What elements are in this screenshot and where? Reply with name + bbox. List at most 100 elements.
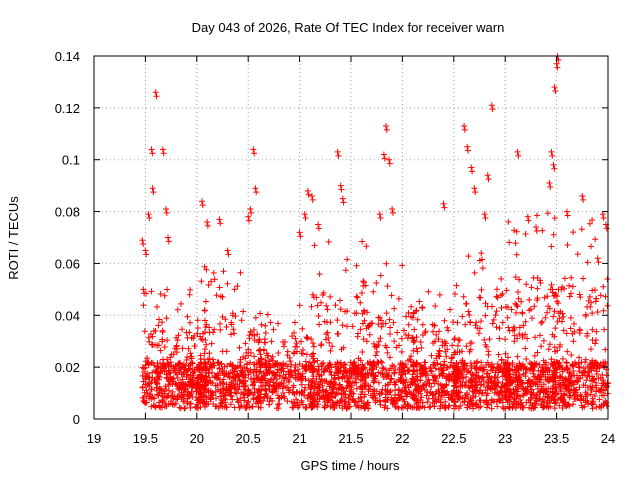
- data-point: [310, 350, 317, 357]
- data-point: [543, 365, 550, 372]
- data-point: [145, 211, 152, 218]
- data-point: [448, 355, 455, 362]
- data-point: [597, 292, 604, 299]
- data-point: [353, 293, 360, 300]
- data-point: [154, 387, 161, 394]
- data-point: [310, 343, 317, 350]
- data-point: [453, 373, 460, 380]
- data-point: [334, 399, 341, 406]
- data-point: [520, 404, 527, 411]
- data-point: [217, 326, 224, 333]
- data-point: [583, 377, 590, 384]
- data-point: [544, 402, 551, 409]
- data-point: [206, 355, 213, 362]
- data-point: [378, 390, 385, 397]
- data-point: [473, 382, 480, 389]
- data-point: [159, 338, 166, 345]
- data-point: [164, 337, 171, 344]
- data-point: [143, 251, 150, 258]
- data-point: [344, 256, 351, 263]
- data-point: [483, 370, 490, 377]
- data-point: [216, 365, 223, 372]
- x-tick-label: 19: [87, 431, 101, 446]
- data-point: [142, 247, 149, 254]
- data-point: [362, 382, 369, 389]
- data-point: [411, 326, 418, 333]
- data-point: [244, 360, 251, 367]
- data-point: [375, 321, 382, 328]
- data-point: [180, 398, 187, 405]
- data-point: [341, 360, 348, 367]
- data-point: [346, 380, 353, 387]
- data-point: [286, 387, 293, 394]
- data-point: [166, 370, 173, 377]
- data-point: [462, 395, 469, 402]
- data-point: [230, 326, 237, 333]
- data-point: [490, 316, 497, 323]
- data-point: [435, 386, 442, 393]
- data-point: [263, 360, 270, 367]
- data-point: [231, 384, 238, 391]
- data-point: [498, 356, 505, 363]
- data-point: [569, 362, 576, 369]
- data-point: [559, 397, 566, 404]
- data-point: [496, 325, 503, 332]
- data-point: [435, 397, 442, 404]
- data-point: [435, 366, 442, 373]
- data-point: [505, 324, 512, 331]
- data-point: [498, 275, 505, 282]
- data-point: [364, 370, 371, 377]
- data-point: [326, 339, 333, 346]
- data-point: [603, 372, 610, 379]
- data-point: [157, 347, 164, 354]
- data-point: [376, 390, 383, 397]
- data-point: [251, 378, 258, 385]
- data-point: [528, 284, 535, 291]
- data-point: [148, 341, 155, 348]
- data-point: [454, 319, 461, 326]
- data-point: [398, 371, 405, 378]
- data-point: [576, 368, 583, 375]
- data-point: [471, 269, 478, 276]
- data-point: [379, 386, 386, 393]
- data-point: [601, 326, 608, 333]
- data-point: [469, 168, 476, 175]
- data-point: [514, 335, 521, 342]
- data-point: [194, 317, 201, 324]
- data-point: [425, 288, 432, 295]
- data-point: [251, 337, 258, 344]
- data-point: [275, 350, 282, 357]
- data-point: [151, 395, 158, 402]
- data-point: [237, 367, 244, 374]
- data-point: [482, 312, 489, 319]
- data-point: [451, 290, 458, 297]
- data-point: [197, 352, 204, 359]
- data-point: [266, 401, 273, 408]
- data-point: [405, 332, 412, 339]
- data-point: [337, 182, 344, 189]
- data-point: [384, 388, 391, 395]
- data-point: [540, 337, 547, 344]
- data-point: [251, 150, 258, 157]
- data-point: [479, 373, 486, 380]
- data-point: [360, 279, 367, 286]
- data-point: [262, 322, 269, 329]
- data-point: [186, 393, 193, 400]
- data-point: [169, 381, 176, 388]
- data-point: [354, 402, 361, 409]
- data-point: [489, 106, 496, 113]
- data-point: [199, 337, 206, 344]
- data-point: [551, 400, 558, 407]
- data-point: [308, 303, 315, 310]
- data-point: [483, 397, 490, 404]
- data-point: [493, 286, 500, 293]
- data-point: [449, 342, 456, 349]
- data-point: [144, 355, 151, 362]
- data-point: [450, 387, 457, 394]
- data-point: [316, 373, 323, 380]
- data-point: [201, 403, 208, 410]
- data-point: [197, 382, 204, 389]
- data-point: [521, 390, 528, 397]
- data-point: [216, 216, 223, 223]
- data-point: [414, 348, 421, 355]
